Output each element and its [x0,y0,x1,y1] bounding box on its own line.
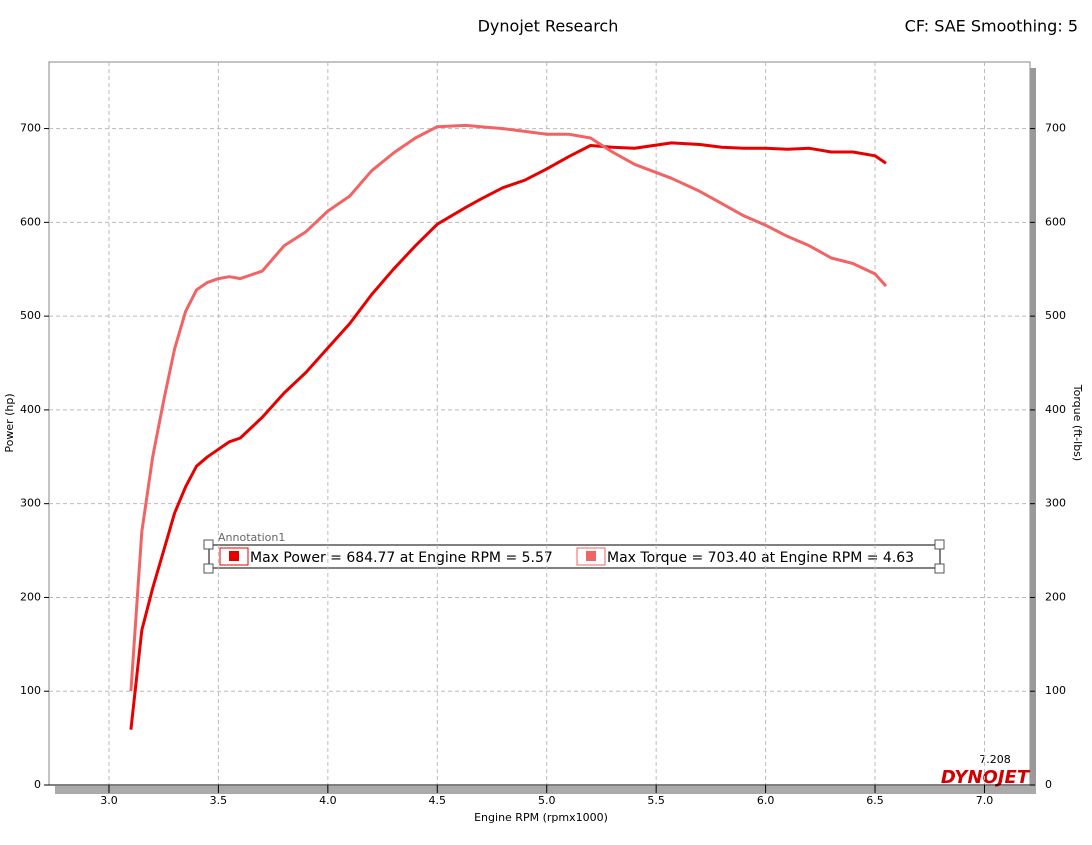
handle [203,539,214,550]
x-tick-label: 5.0 [538,794,556,807]
x-tick-label: 3.5 [210,794,228,807]
handle [203,563,214,574]
plot-area [48,61,1031,786]
y-tick-label: 0 [34,778,41,791]
y-tick-label: 100 [20,684,41,697]
y2-tick-label: 500 [1045,309,1066,322]
y2-tick-label: 200 [1045,590,1066,603]
handle [934,539,945,550]
y2-axis-label: Torque (ft-lbs) [1071,384,1084,461]
subtitle: CF: SAE Smoothing: 5 [905,17,1078,36]
annotation-box [208,544,941,569]
x-tick-label: 6.0 [757,794,775,807]
y2-tick-label: 400 [1045,403,1066,416]
handle [934,563,945,574]
legend-label: Max Power = 684.77 at Engine RPM = 5.57 [250,550,553,566]
frame-shadow [1030,68,1036,790]
x-tick-label: 3.0 [100,794,118,807]
x-axis-label: Engine RPM (rpmx1000) [474,811,608,824]
x-tick-label: 4.5 [429,794,447,807]
y-tick-label: 700 [20,122,41,135]
y2-tick-label: 700 [1045,122,1066,135]
annotation-title: Annotation1 [218,531,285,544]
legend-swatch-fill [229,551,239,561]
x-tick-label: 7.0 [976,794,994,807]
legend-swatch-fill [586,551,596,561]
y-axis-label: Power (hp) [3,393,16,452]
y2-tick-label: 0 [1045,778,1052,791]
y2-tick-label: 300 [1045,497,1066,510]
series-line [129,141,887,730]
x-tick-label: 6.5 [866,794,884,807]
annotation: Annotation1 Max Power = 684.77 at Engine… [203,531,945,574]
x-axis-band [55,786,1036,794]
y-tick-label: 600 [20,215,41,228]
y-tick-label: 200 [20,590,41,603]
legend-label: Max Torque = 703.40 at Engine RPM = 4.63 [607,550,914,566]
chart-title: Dynojet Research [478,17,619,36]
y2-tick-label: 100 [1045,684,1066,697]
y-tick-label: 400 [20,403,41,416]
x-max-label: 7.208 [979,753,1011,766]
y2-tick-label: 600 [1045,215,1066,228]
x-tick-label: 4.0 [319,794,337,807]
series-line [129,123,888,692]
x-tick-label: 5.5 [647,794,665,807]
y-tick-label: 300 [20,497,41,510]
y-tick-label: 500 [20,309,41,322]
logo: DYNOJET [941,767,1031,788]
